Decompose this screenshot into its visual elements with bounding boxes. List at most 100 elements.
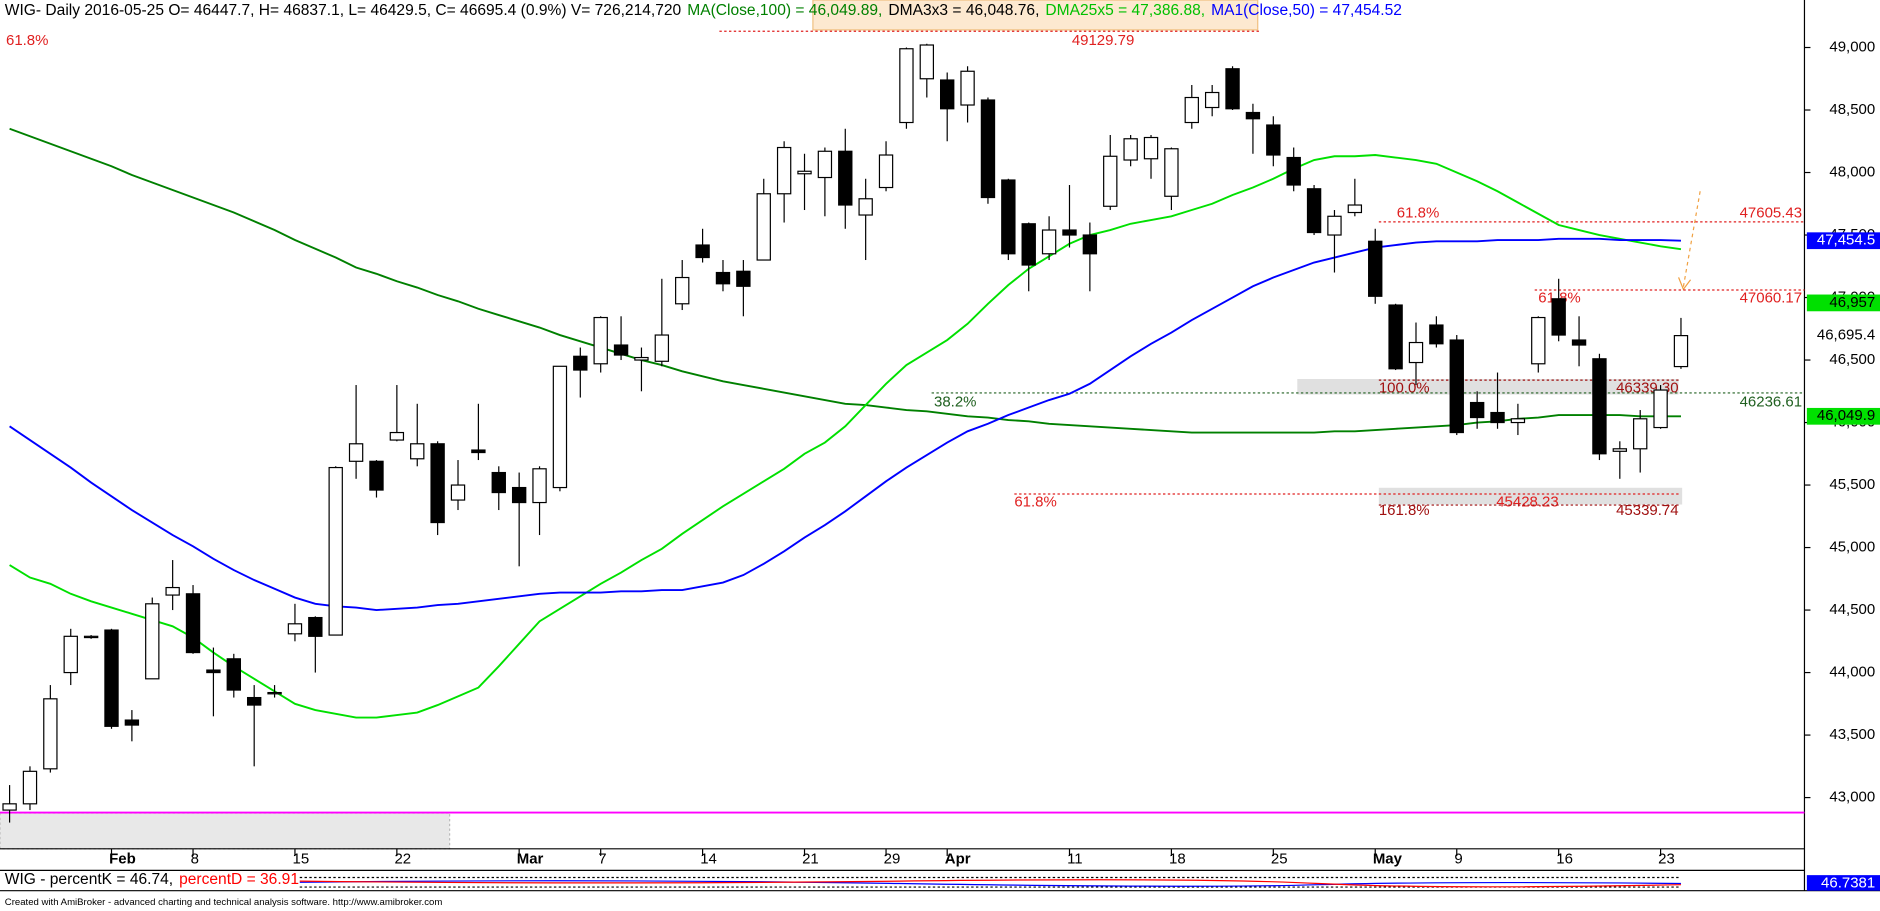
- candle-body: [1612, 448, 1628, 452]
- candle-body: [552, 365, 568, 489]
- zone-box: [1378, 487, 1683, 505]
- candle-body: [573, 355, 588, 371]
- candle-body: [1408, 341, 1424, 364]
- ma-line: [9, 154, 1682, 719]
- candle-body: [1204, 91, 1220, 109]
- candle-body: [389, 431, 405, 441]
- fib-value: 46339.30: [1616, 379, 1678, 396]
- candle-body: [1571, 339, 1587, 346]
- zone-box: [1297, 378, 1679, 395]
- y-tick-label: 44,500: [1829, 601, 1875, 618]
- price-marker-bg: [1806, 294, 1880, 312]
- candle-body: [940, 79, 955, 110]
- candle-body: [1225, 68, 1240, 110]
- candle-body: [1653, 389, 1668, 429]
- x-tick-label: 18: [1169, 851, 1186, 868]
- candle-body: [267, 691, 282, 695]
- candle-body: [899, 48, 914, 124]
- price-marker: 46,957: [1829, 294, 1875, 311]
- fib-pct: 38.2%: [934, 393, 976, 410]
- x-tick-label: 11: [1067, 851, 1083, 868]
- x-tick-label: 25: [1271, 851, 1288, 868]
- candle-body: [1633, 418, 1648, 450]
- candle-body: [491, 471, 506, 494]
- indicator-name: percentD = 36.91: [179, 871, 299, 888]
- price-marker-bg: [1806, 232, 1880, 250]
- candle-body: [471, 449, 486, 454]
- header-text: WIG- Daily 2016-05-25 O= 46447.7, H= 468…: [5, 2, 682, 19]
- candle-body: [1164, 148, 1179, 197]
- candle-body: [145, 603, 160, 680]
- candle-body: [878, 154, 894, 189]
- x-tick-label: 16: [1556, 851, 1573, 868]
- x-tick-label: Feb: [109, 851, 136, 868]
- x-tick-label: 15: [293, 851, 310, 868]
- x-tick-label: 23: [1658, 851, 1675, 868]
- candle-body: [226, 658, 241, 691]
- candle-body: [1082, 234, 1098, 255]
- header-text: MA(Close,100) = 46,049.89,: [687, 2, 882, 19]
- candle-body: [206, 669, 221, 674]
- candle-body: [450, 484, 466, 501]
- fib-pct: 100.0%: [1379, 379, 1430, 396]
- fib-value: 45339.74: [1616, 502, 1678, 519]
- candle-body: [1347, 204, 1363, 214]
- x-tick-label: 9: [1454, 851, 1462, 868]
- price-marker: 46,049.9: [1817, 407, 1875, 424]
- arrow: [1682, 191, 1701, 288]
- indicator-name: WIG - percentK = 46.74,: [5, 871, 173, 888]
- x-tick-label: 22: [394, 851, 411, 868]
- candle-body: [1510, 418, 1526, 424]
- candle-body: [1041, 229, 1057, 255]
- candle-body: [22, 770, 38, 805]
- candle-body: [246, 696, 262, 706]
- fib-pct: 161.8%: [1379, 502, 1430, 519]
- indicator-line: [299, 880, 1681, 887]
- ma-line: [9, 127, 1681, 434]
- candle-body: [308, 616, 323, 637]
- candle-body: [1143, 136, 1159, 160]
- price-marker: 46,695.4: [1817, 327, 1875, 344]
- header-text: MA1(Close,50) = 47,454.52: [1211, 2, 1402, 19]
- zone-box: [0, 812, 451, 850]
- candle-body: [185, 593, 201, 654]
- candle-body: [430, 443, 445, 524]
- candle-body: [1469, 401, 1485, 419]
- candle-body: [756, 193, 771, 261]
- x-tick-label: 29: [884, 851, 901, 868]
- indicator-marker-bg: [1806, 875, 1880, 891]
- candle-body: [715, 271, 731, 285]
- candle-body: [348, 443, 364, 462]
- fib-pct: 61.8%: [6, 32, 48, 49]
- candle-body: [919, 44, 935, 80]
- x-tick-label: 8: [191, 851, 199, 868]
- candle-body: [1021, 223, 1036, 266]
- x-tick-label: Mar: [517, 851, 544, 868]
- candle-body: [165, 586, 180, 596]
- candle-body: [2, 803, 17, 811]
- x-tick-label: 14: [700, 851, 717, 868]
- y-tick-label: 44,000: [1829, 664, 1875, 681]
- candle-body: [1388, 304, 1403, 370]
- candle-body: [369, 460, 384, 491]
- candle-body: [1266, 124, 1281, 156]
- fib-value: 49129.79: [1072, 32, 1134, 49]
- candle-body: [634, 356, 649, 361]
- candle-body: [1673, 335, 1689, 368]
- candle-body: [654, 334, 670, 362]
- fib-pct: 61.8%: [1538, 289, 1580, 306]
- candle-body: [328, 466, 343, 636]
- candle-body: [511, 486, 527, 504]
- candle-body: [1592, 358, 1607, 455]
- y-tick-label: 46,500: [1829, 351, 1875, 368]
- candle-body: [83, 635, 99, 639]
- candle-body: [63, 635, 78, 674]
- candle-body: [1531, 316, 1546, 365]
- header-text: DMA3x3 = 46,048.76,: [888, 2, 1039, 19]
- candle-body: [532, 468, 547, 504]
- candle-body: [817, 150, 833, 179]
- candle-body: [797, 170, 812, 175]
